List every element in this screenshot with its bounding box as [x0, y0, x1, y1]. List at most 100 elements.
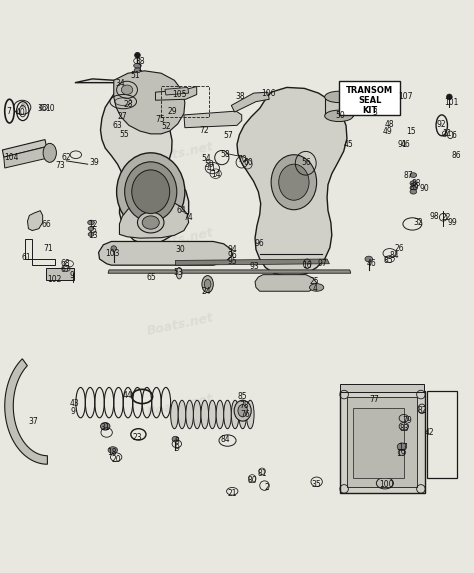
Text: 39: 39: [89, 158, 99, 167]
Text: 26: 26: [395, 244, 404, 253]
Ellipse shape: [310, 284, 324, 291]
Polygon shape: [155, 87, 197, 100]
Polygon shape: [231, 92, 269, 112]
Text: 84: 84: [390, 251, 399, 260]
Text: 43: 43: [70, 399, 80, 408]
Text: 106: 106: [262, 89, 276, 97]
Text: 98: 98: [430, 212, 439, 221]
Text: 50: 50: [336, 111, 345, 120]
Text: 34: 34: [115, 79, 125, 88]
Text: 104: 104: [4, 153, 18, 162]
Text: 66: 66: [41, 221, 51, 229]
Text: 12: 12: [88, 221, 98, 229]
Text: 91: 91: [397, 140, 407, 149]
Text: 49: 49: [383, 127, 392, 136]
Bar: [161, 86, 209, 117]
Text: 72: 72: [199, 125, 209, 135]
Text: 3: 3: [372, 108, 377, 116]
Text: 17: 17: [398, 443, 408, 452]
Ellipse shape: [216, 401, 224, 429]
Polygon shape: [165, 88, 189, 95]
Text: 35: 35: [312, 480, 321, 489]
Text: 25: 25: [310, 277, 319, 286]
Text: 107: 107: [398, 92, 412, 101]
Ellipse shape: [117, 153, 185, 230]
Text: 78: 78: [239, 401, 249, 410]
Text: 9: 9: [174, 444, 179, 453]
Text: 1: 1: [137, 64, 142, 73]
Text: SEAL: SEAL: [358, 96, 382, 105]
Text: 21: 21: [228, 489, 237, 498]
Text: 96: 96: [255, 240, 264, 248]
Ellipse shape: [134, 63, 141, 68]
Text: 100: 100: [379, 480, 393, 489]
Text: 94: 94: [228, 245, 237, 254]
Text: 101: 101: [445, 98, 459, 107]
Bar: [46, 269, 74, 280]
Ellipse shape: [193, 401, 201, 429]
Ellipse shape: [246, 401, 254, 429]
Bar: [427, 391, 457, 478]
Ellipse shape: [171, 401, 178, 429]
Ellipse shape: [410, 189, 417, 194]
Ellipse shape: [410, 181, 417, 186]
Ellipse shape: [186, 401, 193, 429]
Text: 54: 54: [202, 154, 211, 163]
Bar: [339, 81, 400, 115]
Text: 85: 85: [238, 392, 247, 401]
Text: 73: 73: [56, 161, 65, 170]
Text: 77: 77: [370, 395, 379, 404]
Text: 48: 48: [385, 120, 394, 129]
Ellipse shape: [224, 401, 231, 429]
Text: 14: 14: [211, 170, 220, 179]
Polygon shape: [114, 71, 185, 134]
Text: 97: 97: [318, 259, 327, 268]
Text: 11: 11: [442, 129, 451, 138]
Ellipse shape: [142, 216, 159, 229]
Ellipse shape: [238, 405, 247, 417]
Text: 103: 103: [106, 249, 120, 258]
Text: 37: 37: [29, 417, 38, 426]
Text: Boats.net: Boats.net: [146, 391, 215, 418]
Ellipse shape: [108, 447, 118, 453]
Text: 53: 53: [174, 268, 183, 277]
Ellipse shape: [202, 276, 213, 293]
Ellipse shape: [410, 186, 417, 190]
Ellipse shape: [125, 162, 177, 222]
Polygon shape: [27, 211, 43, 230]
Text: 27: 27: [118, 112, 127, 121]
Text: 32: 32: [413, 218, 423, 227]
Text: 70: 70: [237, 155, 246, 164]
Text: 51: 51: [130, 71, 140, 80]
Bar: [353, 409, 404, 478]
Ellipse shape: [100, 422, 110, 430]
Polygon shape: [119, 201, 189, 238]
Polygon shape: [75, 79, 189, 245]
Text: 6: 6: [452, 131, 456, 140]
Text: 38: 38: [236, 92, 245, 101]
Text: Boats.net: Boats.net: [146, 140, 215, 167]
Text: 84: 84: [220, 435, 230, 444]
Ellipse shape: [447, 94, 452, 100]
Text: 16: 16: [302, 261, 312, 270]
Text: 46: 46: [401, 140, 410, 149]
Text: 85: 85: [384, 256, 393, 265]
Ellipse shape: [325, 91, 353, 103]
Text: 99: 99: [447, 218, 457, 227]
Text: TRANSOM: TRANSOM: [346, 86, 393, 95]
Text: 62: 62: [62, 153, 71, 162]
Ellipse shape: [132, 170, 170, 214]
Text: 58: 58: [220, 150, 230, 159]
Polygon shape: [5, 359, 47, 464]
Ellipse shape: [201, 401, 209, 429]
Text: 23: 23: [132, 433, 142, 442]
Ellipse shape: [43, 143, 56, 162]
Text: 68: 68: [61, 259, 70, 268]
Text: 24: 24: [201, 286, 211, 296]
Polygon shape: [99, 241, 232, 265]
Polygon shape: [175, 259, 329, 265]
Ellipse shape: [121, 85, 133, 95]
Polygon shape: [108, 270, 351, 273]
Text: Boats.net: Boats.net: [146, 226, 215, 253]
Text: 13: 13: [88, 231, 98, 240]
